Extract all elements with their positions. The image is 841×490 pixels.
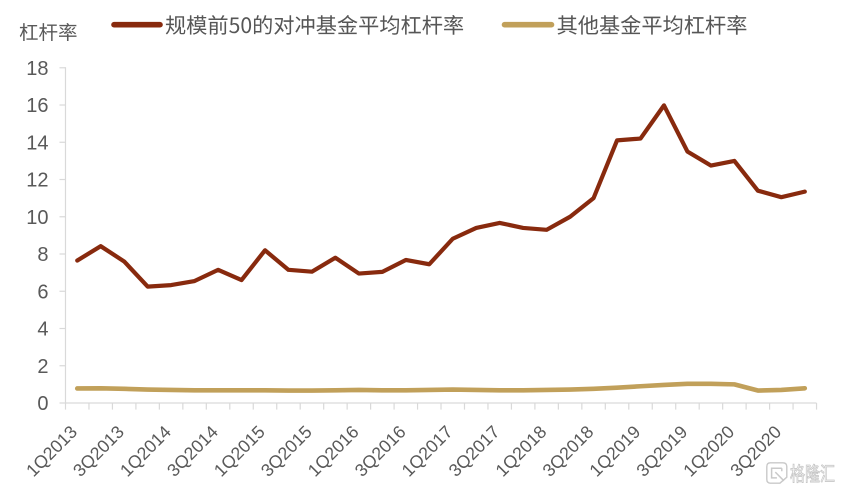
svg-text:4: 4: [37, 319, 48, 341]
svg-text:6: 6: [37, 281, 48, 303]
svg-text:12: 12: [26, 170, 48, 192]
svg-text:18: 18: [26, 58, 48, 80]
svg-text:8: 8: [37, 244, 48, 266]
svg-text:14: 14: [26, 132, 48, 154]
svg-text:2: 2: [37, 356, 48, 378]
svg-text:10: 10: [26, 207, 48, 229]
svg-text:0: 0: [37, 393, 48, 415]
svg-text:16: 16: [26, 95, 48, 117]
